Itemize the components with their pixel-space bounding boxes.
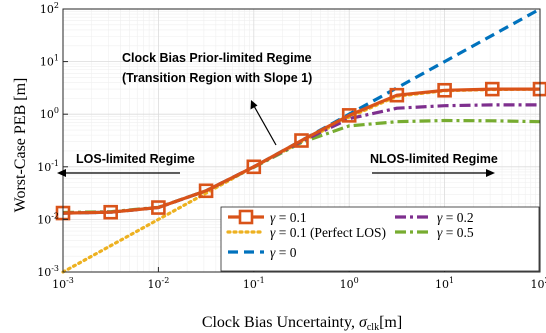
y-tick-label: 10-3 [37,264,59,279]
y-tick-label: 102 [40,1,59,16]
legend-label: γ = 0.1 (Perfect LOS) [270,225,386,240]
arrow-prior-limited [253,105,277,146]
series-point [437,82,452,98]
arrow-los-limited-head [57,169,66,177]
annotations: Clock Bias Prior-limited Regime (Transit… [57,51,498,177]
legend-label: γ = 0.1 [270,210,307,225]
y-tick-label: 10-2 [37,211,59,226]
legend-label: γ = 0 [270,245,297,260]
annotation-nlos-limited: NLOS-limited Regime [370,152,498,166]
arrow-prior-limited-head [250,100,258,110]
series-line [62,103,540,215]
y-tick-label: 101 [40,54,59,69]
x-axis-label: Clock Bias Uncertainty, σclk[m] [202,314,402,333]
series-point [389,87,405,103]
series-point [246,159,262,175]
arrow-nlos-limited-head [486,169,495,177]
legend-entry: γ = 0 [228,245,297,260]
legend-entry: γ = 0.1 (Perfect LOS) [226,225,386,240]
legend-label: γ = 0.2 [437,210,474,225]
series-point [294,133,309,148]
legend-entry: γ = 0.1 [228,209,307,225]
annotation-prior-limited: Clock Bias Prior-limited Regime [122,51,312,65]
legend: γ = 0.1 γ = 0.2 γ = 0.1 (Perfect LOS) γ = 0… [220,206,540,272]
annotation-arrows [57,100,495,177]
x-tick-label: 101 [435,276,454,291]
plot-frame [62,8,541,273]
series-point [198,183,214,199]
series-point [484,81,500,97]
legend-entry: γ = 0.2 [395,210,474,225]
x-tick-label: 100 [340,276,359,291]
annotation-transition-region: (Transition Region with Slope 1) [122,71,312,85]
axis-ticks: 10-3 10-2 10-1 100 101 102 10-3 10-2 10-1 100 101 1… [37,1,546,291]
x-tick-label: 10-1 [243,276,265,291]
series-point [341,108,357,123]
series-point [103,204,118,220]
series-0 [62,7,541,215]
series-line [62,87,540,215]
legend-marker [238,209,254,225]
x-tick-label: 10-2 [148,276,170,291]
y-tick-label: 10-1 [37,159,59,174]
legend-box [220,206,540,272]
x-tick-label: 102 [530,276,546,291]
legend-label: γ = 0.5 [437,225,474,240]
y-axis-label: Worst-Case PEB [m] [12,78,29,213]
legend-entry: γ = 0.5 [395,225,474,240]
x-tick-label: 10-3 [52,276,74,291]
y-tick-label: 100 [40,106,59,121]
series-3 [62,103,540,215]
series-line [62,7,541,215]
series-point [151,200,166,215]
annotation-los-limited: LOS-limited Regime [76,152,195,166]
